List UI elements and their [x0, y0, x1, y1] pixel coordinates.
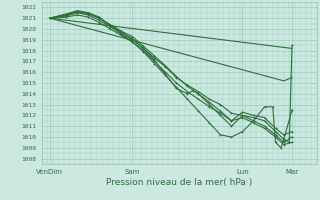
X-axis label: Pression niveau de la mer( hPa ): Pression niveau de la mer( hPa ): [106, 178, 252, 187]
